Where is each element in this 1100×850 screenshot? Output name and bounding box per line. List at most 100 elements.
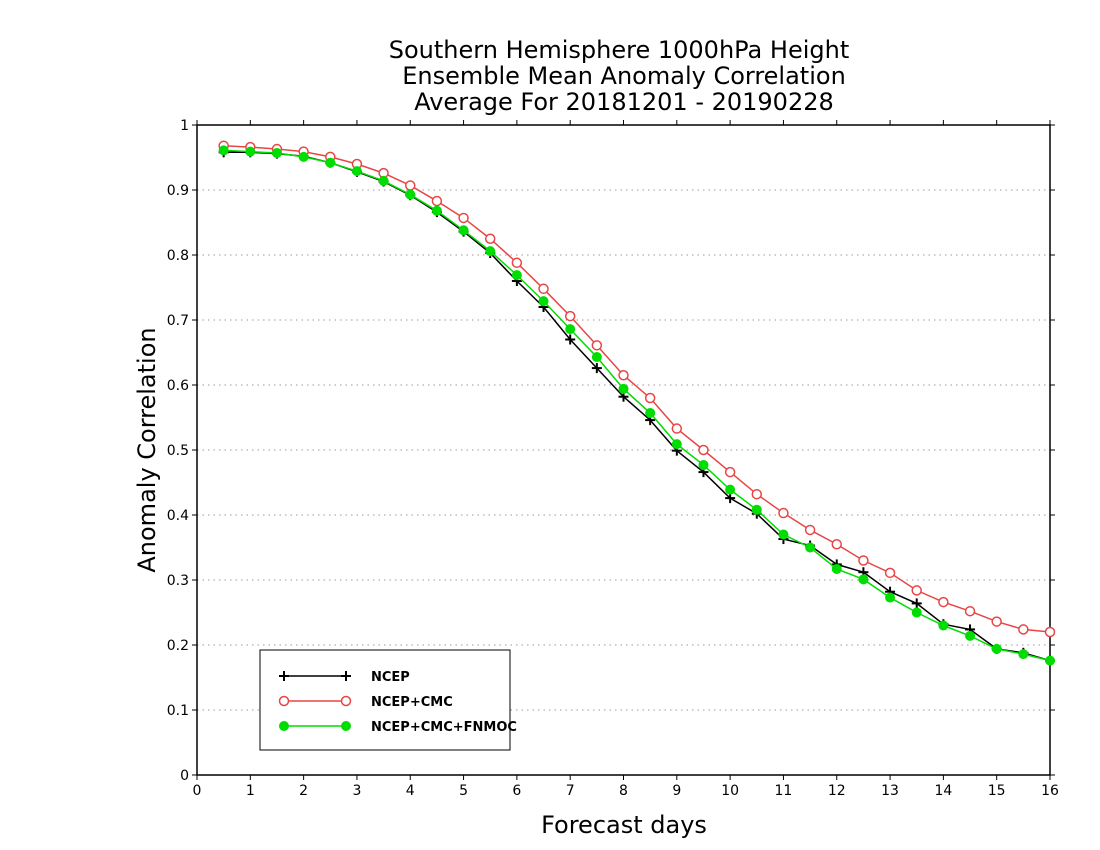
data-point	[618, 370, 629, 381]
y-tick-label: 0.7	[167, 313, 189, 329]
data-point	[378, 175, 389, 186]
data-point	[538, 296, 549, 307]
data-point	[1018, 624, 1029, 635]
data-point	[591, 352, 602, 363]
data-point	[725, 484, 736, 495]
data-point	[964, 605, 976, 617]
data-point	[645, 407, 656, 418]
legend-marker	[341, 671, 351, 681]
data-point	[965, 630, 976, 641]
data-point	[431, 205, 442, 216]
data-point	[911, 585, 922, 596]
data-point	[351, 166, 362, 177]
y-tick-label: 0.6	[167, 378, 189, 394]
title-line-2: Ensemble Mean Anomaly Correlation	[402, 62, 846, 90]
legend-marker	[278, 695, 290, 707]
y-axis-label: Anomaly Correlation	[133, 327, 161, 572]
data-point	[644, 392, 656, 404]
y-tick-label: 0.1	[167, 703, 189, 719]
title-line-3: Average For 20181201 - 20190228	[414, 88, 834, 116]
data-point	[564, 310, 576, 322]
data-point	[245, 146, 256, 157]
data-point	[511, 270, 522, 281]
data-point	[778, 529, 789, 540]
series-line	[223, 149, 1051, 662]
data-point	[1044, 626, 1056, 638]
legend-marker	[279, 721, 289, 731]
series-0	[218, 147, 1055, 666]
data-point	[751, 488, 763, 500]
data-point	[458, 225, 469, 236]
y-tick-label: 0.2	[167, 638, 189, 654]
data-point	[458, 212, 469, 224]
data-point	[405, 189, 416, 200]
x-tick-label: 6	[512, 783, 521, 799]
legend-box	[259, 649, 511, 751]
series-1	[218, 140, 1056, 638]
x-tick-label: 16	[1041, 783, 1059, 799]
y-tick-label: 0.4	[167, 508, 189, 524]
title-line-1: Southern Hemisphere 1000hPa Height	[389, 36, 849, 64]
legend-label: NCEP	[371, 670, 410, 685]
chart-title: Southern Hemisphere 1000hPa Height Ensem…	[389, 36, 849, 116]
data-point	[538, 283, 549, 295]
data-point	[565, 324, 576, 335]
data-point	[485, 246, 496, 257]
x-tick-label: 11	[775, 783, 793, 799]
data-point	[1018, 649, 1029, 660]
data-point	[618, 383, 629, 394]
x-tick-label: 2	[299, 783, 308, 799]
x-tick-label: 7	[566, 783, 575, 799]
y-tick-label: 0.9	[167, 183, 189, 199]
data-point	[565, 334, 576, 345]
data-point	[858, 574, 869, 585]
legend: NCEP NCEP+CMC NCEP+CMC+FNMOC	[259, 649, 517, 751]
series-line	[223, 145, 1051, 633]
data-point	[218, 145, 229, 156]
x-axis-label: Forecast days	[541, 811, 707, 839]
data-point	[724, 466, 736, 478]
x-tick-label: 1	[246, 783, 255, 799]
data-point	[698, 459, 709, 470]
x-tick-label: 0	[193, 783, 202, 799]
series-line	[223, 151, 1051, 662]
x-tick-label: 8	[619, 783, 628, 799]
y-tick-label: 0	[180, 768, 189, 784]
y-tick-label: 0.3	[167, 573, 189, 589]
data-point	[991, 643, 1002, 654]
x-tick-label: 3	[352, 783, 361, 799]
y-tick-label: 0.5	[167, 443, 189, 459]
data-point	[938, 620, 949, 631]
gridlines	[197, 189, 1050, 711]
data-point	[805, 542, 816, 553]
data-point	[511, 257, 523, 269]
legend-marker	[340, 695, 352, 707]
x-tick-label: 4	[406, 783, 415, 799]
data-point	[431, 195, 443, 207]
x-tick-label: 5	[459, 783, 468, 799]
data-point	[911, 598, 922, 609]
x-tick-label: 15	[988, 783, 1006, 799]
x-axis-tick-labels: 0 1 2 3 4 5 6 7 8 9 10 11 12 13 14 15 16	[193, 783, 1059, 799]
legend-label: NCEP+CMC+FNMOC	[371, 720, 517, 735]
data-point	[591, 340, 603, 351]
x-tick-label: 13	[881, 783, 899, 799]
data-point	[831, 539, 842, 550]
axis-ticks	[192, 120, 1055, 780]
data-point	[778, 507, 789, 519]
data-point	[804, 524, 816, 536]
data-point	[698, 444, 709, 456]
x-tick-label: 9	[672, 783, 681, 799]
data-point	[671, 439, 682, 450]
data-point	[858, 555, 869, 566]
data-point	[884, 567, 896, 579]
data-point	[671, 423, 683, 434]
data-point	[271, 147, 282, 158]
legend-label: NCEP+CMC	[371, 695, 453, 710]
data-point	[751, 504, 762, 515]
data-point	[831, 563, 842, 574]
data-point	[405, 180, 416, 191]
legend-marker	[279, 671, 289, 681]
data-point	[298, 151, 309, 162]
